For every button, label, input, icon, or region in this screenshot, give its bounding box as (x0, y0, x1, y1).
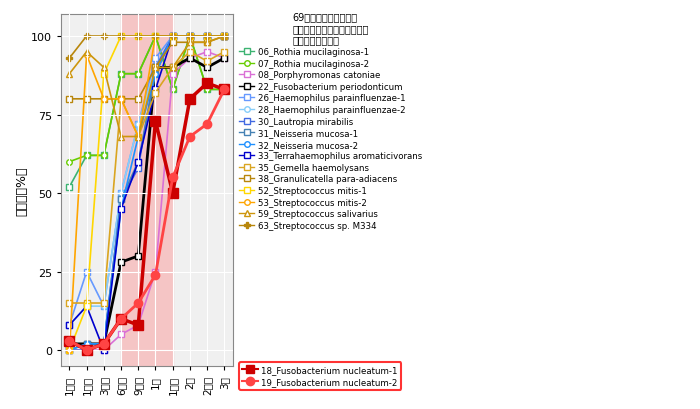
Bar (121, 15, 173, 366)
Y-axis label: 保有率（%）: 保有率（%） (15, 166, 28, 215)
Legend: 18_Fusobacterium nucleatum-1, 19_Fusobacterium nucleatum-2: 18_Fusobacterium nucleatum-1, 19_Fusobac… (239, 362, 401, 390)
